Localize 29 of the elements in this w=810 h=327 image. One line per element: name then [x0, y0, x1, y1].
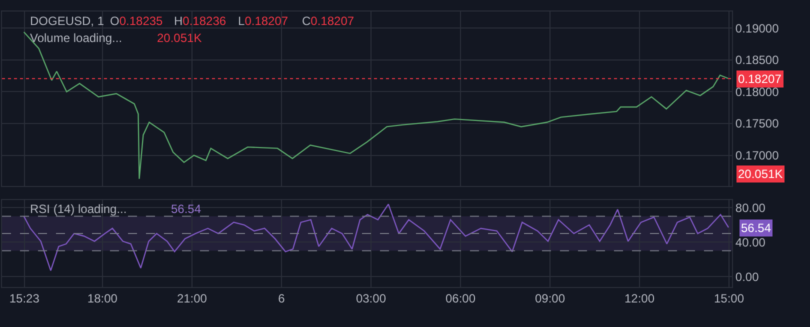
annotation: O0.18235	[110, 14, 164, 28]
y-tick-label: 0.17500	[735, 116, 780, 131]
y-tick-label: 40.00	[735, 235, 766, 250]
chart-title: DOGEUSD, 1	[30, 14, 104, 28]
y-tick-label: 0.18000	[735, 84, 780, 99]
annotation: 56.54	[171, 202, 202, 216]
x-tick-label: 09:00	[534, 291, 566, 306]
annotation: RSI (14) loading...	[30, 202, 127, 216]
y-tick-label: 0.17000	[735, 148, 780, 163]
x-tick-label: 6	[278, 291, 286, 306]
annotation: Volume loading...	[30, 31, 122, 45]
annotation: 56.54	[741, 221, 772, 235]
ref-line-label: 0.18207	[738, 72, 782, 86]
x-tick-label: 18:00	[87, 291, 118, 306]
annotation: 20.051K	[157, 31, 202, 45]
annotation: L0.18207	[238, 14, 288, 28]
x-tick-label: 06:00	[445, 291, 476, 306]
y-tick-label: 0.19000	[735, 21, 780, 36]
x-tick-label: 15:23	[9, 291, 40, 306]
text: 20.051K	[738, 167, 783, 181]
y-tick-label: 0.18500	[735, 53, 780, 68]
x-tick-label: 15:00	[714, 291, 744, 306]
x-tick-label: 03:00	[356, 291, 386, 306]
x-tick-label: 12:00	[624, 291, 655, 306]
annotation: C0.18207	[302, 14, 354, 28]
annotation: H0.18236	[174, 14, 226, 28]
x-tick-label: 21:00	[176, 291, 208, 306]
y-tick-label: 0.00	[735, 270, 760, 284]
y-tick-label: 80.00	[735, 200, 766, 215]
